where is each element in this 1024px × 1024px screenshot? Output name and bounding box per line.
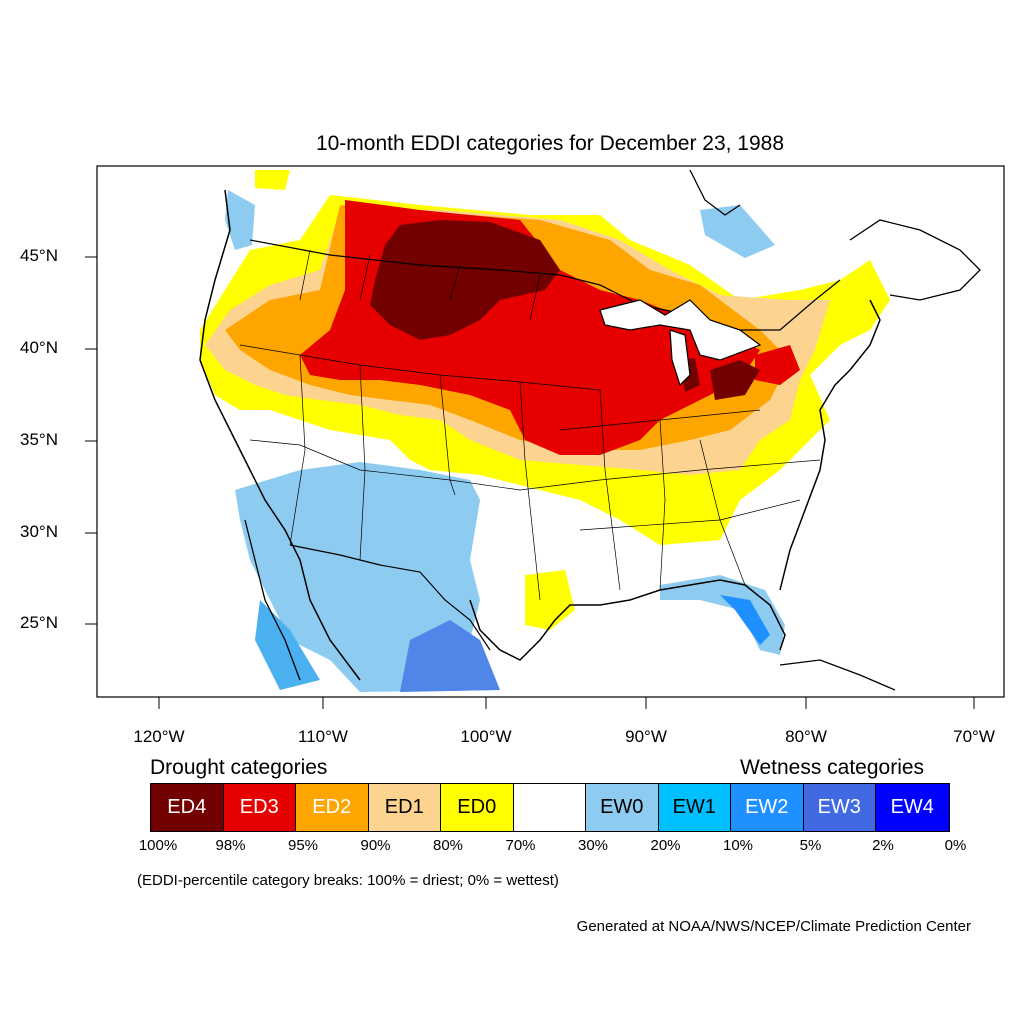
break-label: 95%	[287, 837, 319, 854]
lat-label-30: 30°N	[20, 522, 58, 541]
coastline-west	[199, 189, 361, 681]
legend-box-ed4: ED4	[151, 784, 224, 831]
drought-heading: Drought categories	[150, 756, 328, 779]
drought-region-ed3-east	[755, 345, 800, 385]
maritimes-coast	[849, 219, 981, 301]
credit-line: Generated at NOAA/NWS/NCEP/Climate Predi…	[576, 918, 971, 935]
wet-region-ew2	[400, 620, 500, 692]
gulf-coast	[469, 579, 786, 661]
state-borders	[239, 249, 821, 601]
legend-box-ew0: EW0	[586, 784, 659, 831]
break-label: 10%	[722, 837, 754, 854]
wetness-heading: Wetness categories	[740, 756, 925, 779]
lon-label-70: 70°W	[953, 727, 995, 746]
category-note: (EDDI-percentile category breaks: 100% =…	[137, 872, 559, 889]
hudson-bay-shore	[689, 169, 741, 216]
east-coast	[779, 299, 881, 591]
legend-box-ew2: EW2	[731, 784, 804, 831]
drought-region-ed0-tx	[525, 570, 575, 630]
break-label: 0%	[944, 837, 967, 854]
legend-box-ew3: EW3	[803, 784, 876, 831]
wet-region-ne	[700, 205, 775, 258]
canada-border	[249, 239, 841, 331]
great-lakes	[599, 299, 762, 361]
legend-box-ed2: ED2	[296, 784, 369, 831]
drought-region-ed0-ne	[255, 170, 290, 190]
lon-label-80: 80°W	[785, 727, 827, 746]
legend-box-neutral	[513, 784, 586, 831]
lat-label-40: 40°N	[20, 338, 58, 357]
legend-box-ed0: ED0	[441, 784, 514, 831]
break-label: 70%	[505, 837, 536, 854]
lat-label-45: 45°N	[20, 246, 58, 265]
legend-box-ed1: ED1	[368, 784, 441, 831]
map-title: 10-month EDDI categories for December 23…	[315, 132, 785, 155]
drought-region-ed4-mi	[710, 360, 760, 400]
lon-label-110: 110°W	[298, 727, 348, 746]
lat-label-25: 25°N	[20, 613, 58, 632]
wet-region-nw	[225, 190, 255, 250]
break-label: 80%	[432, 837, 464, 854]
lon-label-90: 90°W	[625, 727, 667, 746]
mexico-border	[289, 544, 491, 651]
break-label: 90%	[360, 837, 391, 854]
lat-ticks	[85, 256, 97, 625]
legend-box-ew1: EW1	[658, 784, 731, 831]
lon-ticks	[158, 697, 975, 709]
lat-label-35: 35°N	[20, 430, 58, 449]
lake-michigan	[669, 329, 691, 387]
break-label: 100%	[138, 837, 178, 854]
break-label: 30%	[577, 837, 609, 854]
break-label: 5%	[799, 837, 822, 854]
legend-box-ew4: EW4	[876, 784, 949, 831]
lon-label-120: 120°W	[133, 727, 185, 746]
drought-region-ed4	[370, 220, 560, 340]
break-label: 98%	[215, 837, 246, 854]
cuba-coast	[779, 659, 896, 691]
baja-coast	[244, 519, 301, 681]
wet-region-fl-ew2	[720, 595, 770, 645]
legend-box-ed3: ED3	[223, 784, 296, 831]
lon-label-100: 100°W	[460, 727, 512, 746]
break-label: 2%	[872, 837, 894, 854]
category-legend: ED4 ED3 ED2 ED1 ED0 EW0 EW1 EW2 EW3 EW4	[150, 783, 950, 832]
break-label: 20%	[650, 837, 681, 854]
